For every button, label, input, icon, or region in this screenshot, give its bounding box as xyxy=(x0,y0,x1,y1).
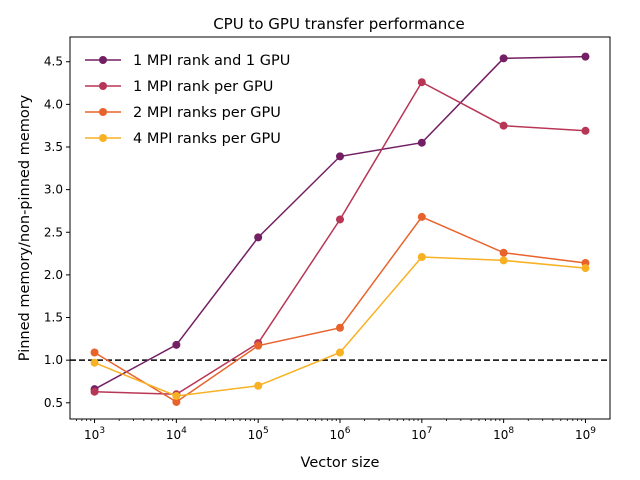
x-tick-label: 104 xyxy=(166,426,187,442)
data-point xyxy=(581,126,590,135)
data-point xyxy=(90,387,99,396)
chart-title: CPU to GPU transfer performance xyxy=(213,15,465,33)
x-tick-label: 103 xyxy=(84,426,105,442)
data-point xyxy=(254,341,263,350)
series-1 xyxy=(90,52,590,394)
data-point xyxy=(172,397,181,406)
y-tick-label: 2.5 xyxy=(44,225,63,239)
series-line xyxy=(94,215,586,403)
data-point xyxy=(499,256,508,265)
x-tick-label: 106 xyxy=(329,426,350,442)
y-tick-label: 4.5 xyxy=(44,55,63,69)
y-tick-label: 3.0 xyxy=(44,183,63,197)
data-point xyxy=(499,54,508,63)
legend: 1 MPI rank and 1 GPU 1 MPI rank per GPU 2 … xyxy=(85,53,290,147)
data-point xyxy=(172,340,181,349)
y-tick-label: 4.0 xyxy=(44,97,63,111)
data-point xyxy=(336,215,344,224)
legend-label: 1 MPI rank per GPU xyxy=(133,79,273,95)
data-point xyxy=(417,78,426,87)
series-line xyxy=(94,81,586,396)
data-point xyxy=(581,264,590,273)
x-tick-label: 108 xyxy=(493,426,514,442)
data-point xyxy=(254,233,263,242)
data-point xyxy=(417,138,426,147)
series-3 xyxy=(90,212,590,406)
legend-label: 1 MPI rank and 1 GPU xyxy=(133,53,290,69)
data-point xyxy=(499,121,508,130)
data-point xyxy=(499,248,508,257)
data-point xyxy=(581,52,590,61)
data-point xyxy=(417,212,426,221)
y-tick-label: 3.5 xyxy=(44,140,63,154)
y-tick-label: 1.5 xyxy=(44,311,63,325)
data-point xyxy=(172,391,181,400)
legend-marker xyxy=(99,134,107,142)
x-tick-label: 107 xyxy=(411,426,432,442)
data-point xyxy=(417,252,426,261)
x-axis-label: Vector size xyxy=(301,455,380,471)
x-tick-label: 105 xyxy=(248,426,269,442)
y-tick-label: 2.0 xyxy=(44,268,63,282)
data-point xyxy=(336,348,344,357)
legend-marker xyxy=(99,108,107,116)
data-point xyxy=(336,152,344,161)
legend-marker xyxy=(99,82,107,90)
x-tick-label: 109 xyxy=(575,426,596,442)
data-point xyxy=(90,358,99,367)
y-axis-label: Pinned memory/non-pinned memory xyxy=(17,94,33,361)
legend-marker xyxy=(99,56,107,64)
data-point xyxy=(254,381,263,390)
legend-label: 4 MPI ranks per GPU xyxy=(133,131,281,147)
data-point xyxy=(336,323,344,332)
y-tick-label: 1.0 xyxy=(44,353,63,367)
y-tick-label: 0.5 xyxy=(44,396,63,410)
legend-label: 2 MPI ranks per GPU xyxy=(133,105,281,121)
data-point xyxy=(90,348,99,357)
series-4 xyxy=(90,252,590,400)
